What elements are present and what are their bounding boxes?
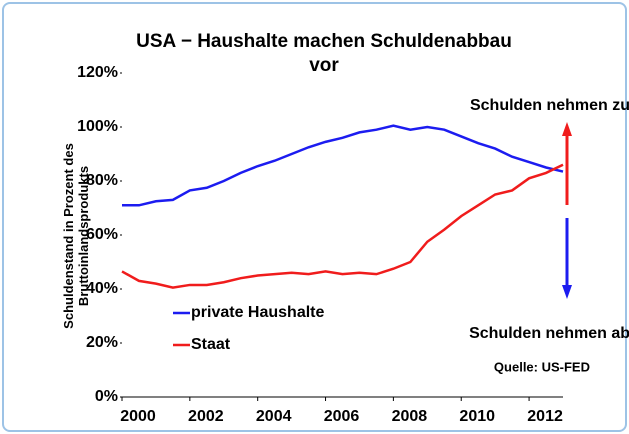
legend-label: private Haushalte	[191, 304, 324, 321]
x-tick-label: 2012	[527, 408, 563, 425]
series-line	[121, 163, 564, 289]
x-tick-label: 2008	[392, 408, 428, 425]
y-tick-label: 120%	[77, 64, 118, 81]
x-tick-label: 2000	[120, 408, 156, 425]
annotation: Quelle: US-FED	[494, 359, 590, 374]
x-tick-label: 2010	[459, 408, 495, 425]
annotation: Schulden nehmen zu	[470, 97, 629, 114]
y-tick-label: 60%	[86, 226, 118, 243]
chart-title: USA − Haushalte machen Schuldenabbau vor	[136, 31, 512, 76]
y-tick-label: 20%	[86, 334, 118, 351]
x-tick-label: 2002	[188, 408, 224, 425]
legend-label: Staat	[191, 336, 231, 353]
x-tick-label: 2006	[324, 408, 360, 425]
annotation: Schulden nehmen ab	[469, 325, 629, 342]
up-arrow-head	[562, 122, 572, 136]
down-arrow-head	[562, 285, 572, 299]
x-tick-label: 2004	[256, 408, 292, 425]
y-tick-label: 0%	[95, 388, 118, 405]
series-line	[122, 124, 564, 207]
y-tick-label: 100%	[77, 118, 118, 135]
y-tick-label: 80%	[86, 172, 118, 189]
y-tick-label: 40%	[86, 280, 118, 297]
